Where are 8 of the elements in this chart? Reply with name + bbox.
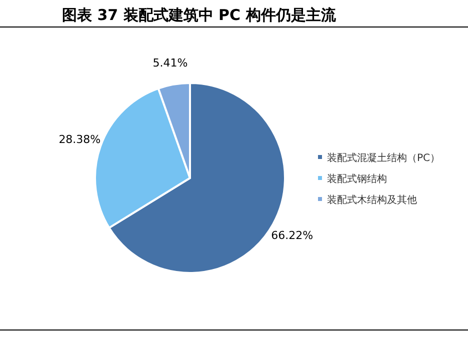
chart-title: 图表 37 装配式建筑中 PC 构件仍是主流: [62, 6, 337, 24]
legend-label: 装配式混凝土结构（PC）: [327, 152, 440, 164]
data-label: 28.38%: [58, 133, 101, 146]
data-label: 66.22%: [271, 229, 314, 242]
legend-label: 装配式钢结构: [327, 173, 387, 185]
data-label: 5.41%: [152, 56, 188, 70]
legend-label: 装配式木结构及其他: [327, 194, 417, 206]
pie-slice: [157, 82, 191, 179]
